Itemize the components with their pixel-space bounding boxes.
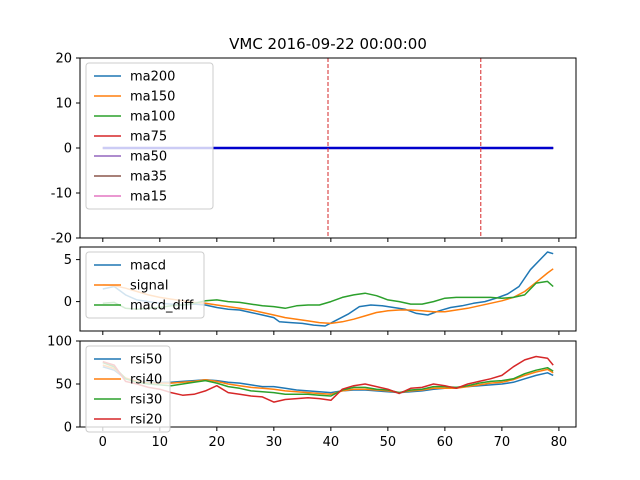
- x-tick-label: 30: [266, 435, 283, 450]
- x-tick-label: 40: [323, 435, 340, 450]
- panel-2: 5 0 macd signal macd_diff: [64, 246, 577, 335]
- legend-label-rsi20: rsi20: [130, 413, 162, 428]
- legend-box: [85, 345, 171, 433]
- legend-label-rsi30: rsi30: [130, 393, 162, 408]
- legend-label-rsi50: rsi50: [130, 353, 162, 368]
- y-tick-label: 100: [47, 335, 72, 350]
- legend-box: [85, 251, 205, 319]
- legend-box: [85, 62, 214, 210]
- y-tick-label: 50: [55, 378, 72, 393]
- series-line-rsi40: [102, 364, 554, 396]
- panel-frame: [79, 246, 577, 332]
- legend-label-ma75: ma75: [130, 130, 167, 145]
- legend-label-ma100: ma100: [130, 110, 175, 125]
- legend-label-ma200: ma200: [130, 70, 175, 85]
- panel-series-group: [102, 355, 554, 403]
- legend-label-signal: signal: [130, 279, 168, 294]
- y-tick-label: 0: [64, 295, 72, 310]
- x-tick-label: 20: [209, 435, 226, 450]
- legend-label-rsi40: rsi40: [130, 373, 162, 388]
- y-tick-label: 5: [64, 253, 72, 268]
- series-line-rsi20: [102, 355, 554, 403]
- legend-label-ma150: ma150: [130, 90, 175, 105]
- legend-label-macd_diff: macd_diff: [130, 299, 194, 314]
- legend-label-macd: macd: [130, 259, 166, 274]
- x-tick-label: 0: [99, 435, 107, 450]
- x-tick-label: 80: [551, 435, 568, 450]
- panel-3: 100 50 0 0 10 20 30 40 50 60 70 80 rsi50 rsi40 rsi30 rs…: [47, 335, 577, 450]
- chart-panels: 20100-10-20ma200ma150ma100ma75ma50ma35ma…: [47, 52, 577, 450]
- y-tick-label: 10: [55, 97, 72, 112]
- series-line-rsi30: [102, 361, 554, 397]
- legend-label-ma15: ma15: [130, 190, 167, 205]
- y-tick-label: -10: [51, 187, 72, 202]
- legend-label-ma35: ma35: [130, 170, 167, 185]
- x-tick-label: 60: [437, 435, 454, 450]
- panel-1: 20 10 0 -10 -20 ma200 ma150 ma100 ma75 ma50 ma35 ma…: [51, 52, 577, 247]
- x-tick-label: 70: [494, 435, 511, 450]
- x-tick-label: 50: [380, 435, 397, 450]
- chart-title: VMC 2016-09-22 00:00:00: [229, 35, 427, 53]
- y-tick-label: 20: [55, 52, 72, 67]
- y-tick-label: -20: [51, 232, 72, 247]
- x-tick-label: 10: [152, 435, 169, 450]
- y-tick-label: 0: [64, 421, 72, 436]
- y-tick-label: 0: [64, 142, 72, 157]
- legend-label-ma50: ma50: [130, 150, 167, 165]
- series-line-rsi50: [102, 366, 554, 394]
